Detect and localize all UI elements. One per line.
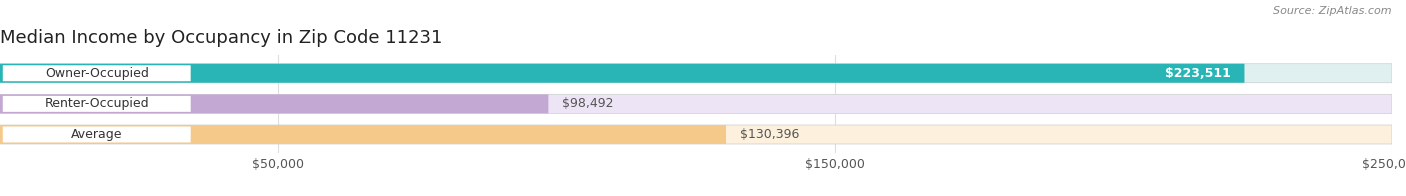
FancyBboxPatch shape [0, 64, 1244, 83]
Text: Average: Average [70, 128, 122, 141]
Text: $130,396: $130,396 [740, 128, 799, 141]
FancyBboxPatch shape [3, 127, 191, 142]
FancyBboxPatch shape [3, 96, 191, 112]
FancyBboxPatch shape [0, 125, 725, 144]
FancyBboxPatch shape [0, 94, 1392, 113]
Text: Source: ZipAtlas.com: Source: ZipAtlas.com [1274, 6, 1392, 16]
Text: $98,492: $98,492 [562, 97, 614, 110]
FancyBboxPatch shape [0, 94, 548, 113]
FancyBboxPatch shape [0, 64, 1392, 83]
FancyBboxPatch shape [3, 65, 191, 81]
Text: $223,511: $223,511 [1164, 67, 1230, 80]
FancyBboxPatch shape [0, 125, 1392, 144]
Text: Owner-Occupied: Owner-Occupied [45, 67, 149, 80]
Text: Renter-Occupied: Renter-Occupied [45, 97, 149, 110]
Text: Median Income by Occupancy in Zip Code 11231: Median Income by Occupancy in Zip Code 1… [0, 29, 443, 47]
